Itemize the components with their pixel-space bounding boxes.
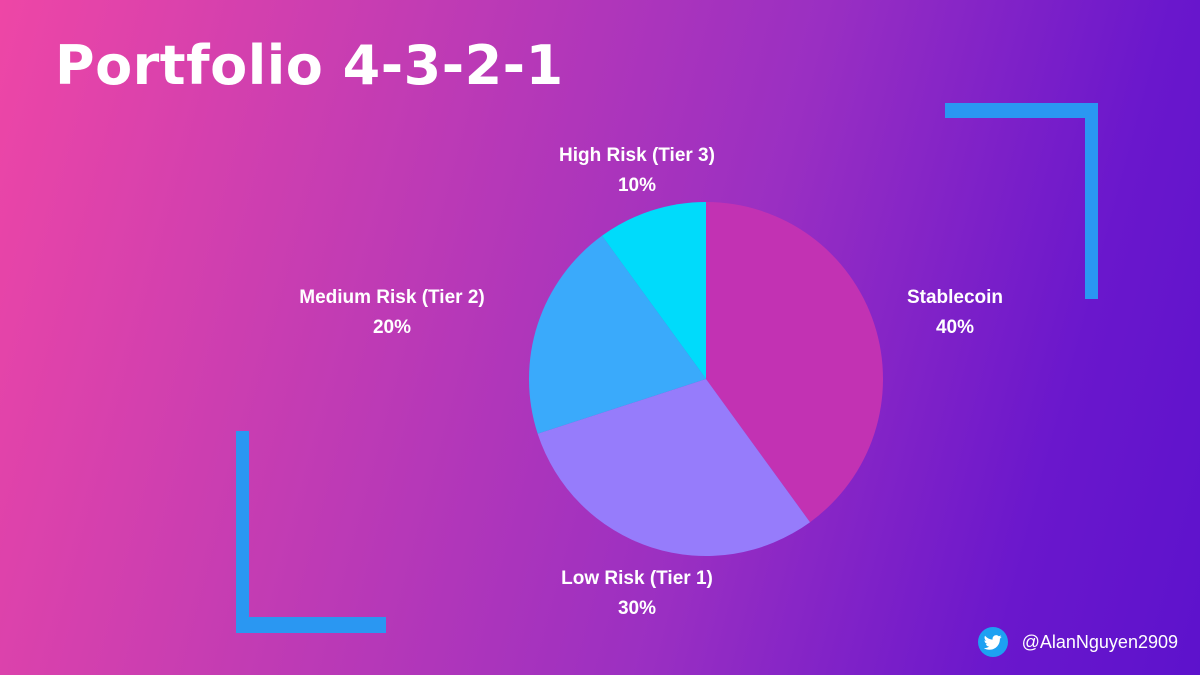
twitter-handle[interactable]: @AlanNguyen2909 xyxy=(1021,631,1178,652)
pie-slices xyxy=(529,202,883,556)
pie-slice-high-risk-tier-3 xyxy=(601,202,706,379)
bracket-top-right-vertical xyxy=(1085,103,1098,299)
footer: @AlanNguyen2909 xyxy=(977,627,1178,657)
pie-slice-stablecoin xyxy=(706,202,883,523)
slice-value-label: 40% xyxy=(936,317,974,338)
bracket-bottom-left-vertical xyxy=(236,431,249,633)
slice-value-label: 20% xyxy=(373,317,411,338)
slice-label: Medium Risk (Tier 2) xyxy=(299,287,484,308)
slice-value-label: 30% xyxy=(618,598,656,619)
bracket-top-right-horizontal xyxy=(945,103,1097,118)
slice-value-label: 10% xyxy=(618,175,656,196)
pie-labels: Stablecoin 40% Low Risk (Tier 1) 30% Medium … xyxy=(299,145,1003,619)
bracket-bottom-left-horizontal xyxy=(236,617,386,633)
pie-slice-medium-risk-tier-2 xyxy=(529,235,706,434)
slice-label: Low Risk (Tier 1) xyxy=(561,568,713,589)
pie-slice-low-risk-tier-1 xyxy=(537,379,811,556)
page-title: Portfolio 4-3-2-1 xyxy=(55,34,564,97)
slice-label: Stablecoin xyxy=(907,287,1003,308)
twitter-icon[interactable] xyxy=(977,627,1008,657)
slice-label: High Risk (Tier 3) xyxy=(559,145,715,166)
